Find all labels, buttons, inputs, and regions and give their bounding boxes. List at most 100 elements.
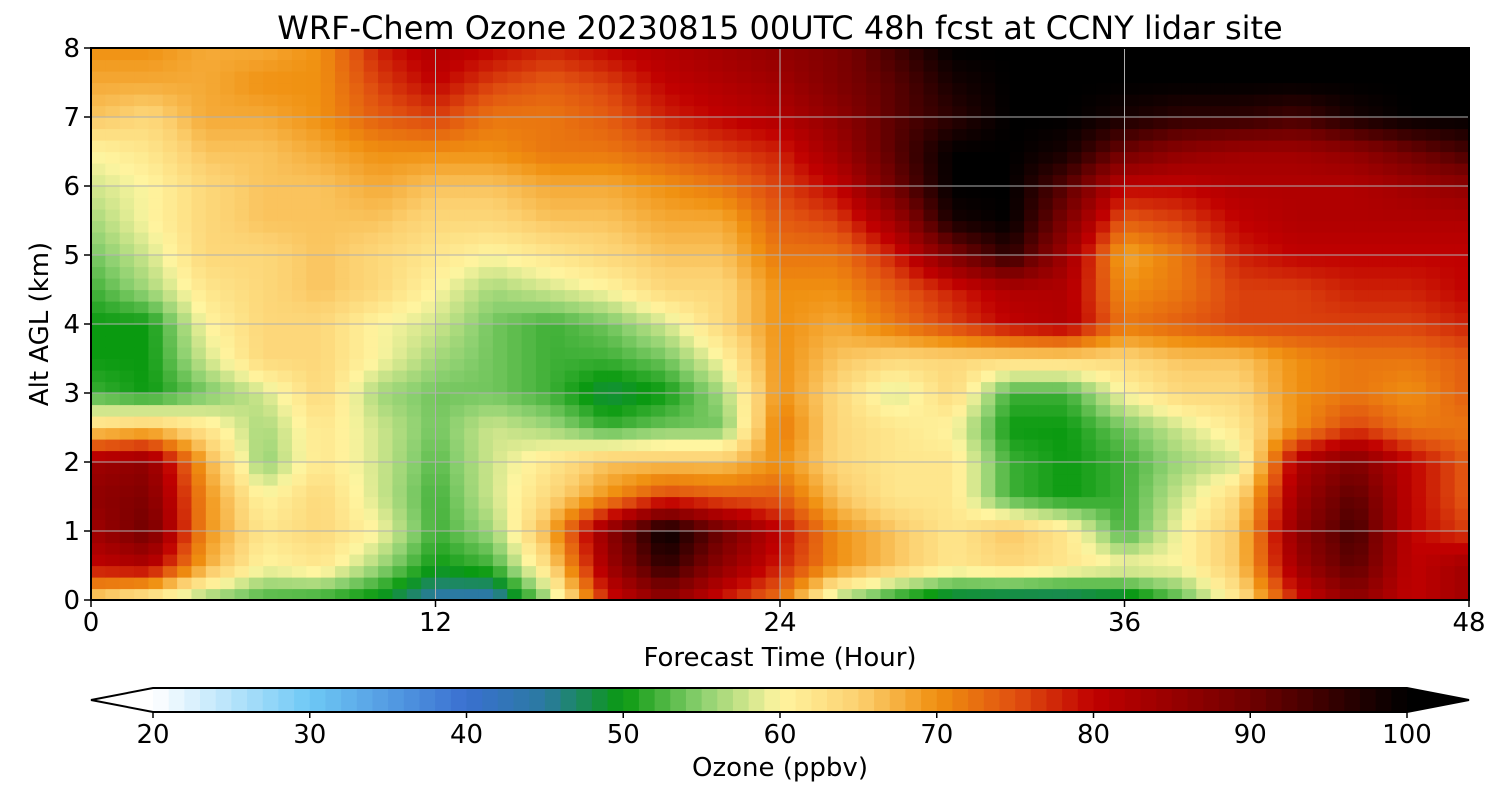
heatmap-cell [91,381,106,394]
heatmap-cell [335,519,350,532]
heatmap-cell [263,473,279,486]
heatmap-cell [1095,450,1111,463]
heatmap-cell [1268,496,1283,509]
heatmap-cell [162,151,178,164]
heatmap-cell [148,473,164,486]
heatmap-cell [909,220,925,233]
heatmap-cell [421,82,437,95]
heatmap-cell [521,312,537,325]
heatmap-cell [464,209,480,222]
heatmap-cell [507,82,523,95]
heatmap-cell [851,289,867,302]
heatmap-cell [464,462,480,475]
heatmap-cell [1024,554,1039,567]
heatmap-cell [1311,151,1327,164]
heatmap-cell [765,381,781,394]
heatmap-cell [478,519,494,532]
heatmap-cell [449,393,465,406]
heatmap-cell [363,266,379,279]
heatmap-cell [1009,358,1025,371]
y-tick-label: 3 [63,379,80,409]
heatmap-cell [392,554,408,567]
heatmap-cell [564,128,580,141]
heatmap-cell [421,496,437,509]
heatmap-cell [1354,485,1370,498]
heatmap-cell [622,105,638,118]
heatmap-cell [378,266,394,279]
heatmap-cell [1167,358,1183,371]
heatmap-cell [823,301,839,314]
heatmap-cell [392,255,408,268]
heatmap-cell [349,577,365,590]
heatmap-cell [363,404,379,417]
heatmap-cell [1224,347,1240,360]
heatmap-cell [1196,450,1212,463]
heatmap-cell [722,94,738,107]
heatmap-cell [952,82,968,95]
heatmap-cell [378,174,394,187]
heatmap-cell [1454,71,1470,84]
heatmap-cell [708,450,724,463]
heatmap-cell [1153,71,1169,84]
heatmap-cell [263,531,279,544]
heatmap-cell [1339,335,1355,348]
heatmap-cell [1368,48,1384,61]
heatmap-cell [406,565,422,578]
heatmap-cell [105,174,121,187]
heatmap-cell [693,335,709,348]
heatmap-cell [1138,519,1154,532]
heatmap-cell [837,289,853,302]
heatmap-cell [837,542,853,555]
heatmap-cell [751,163,767,176]
heatmap-cell [277,416,293,429]
heatmap-cell [1339,186,1355,199]
heatmap-cell [291,462,307,475]
heatmap-cell [335,220,350,233]
heatmap-cell [492,151,508,164]
heatmap-cell [1067,243,1083,256]
colorbar-segment [685,688,703,712]
heatmap-cell [535,220,551,233]
colorbar-segment [701,688,718,712]
heatmap-cell [277,324,293,337]
heatmap-cell [177,462,193,475]
colorbar-segment [1077,688,1095,712]
heatmap-cell [607,197,623,210]
heatmap-cell [1282,485,1298,498]
heatmap-cell [736,439,752,452]
heatmap-cell [1296,473,1312,486]
heatmap-cell [794,71,810,84]
heatmap-cell [1282,128,1298,141]
heatmap-cell [1095,531,1111,544]
heatmap-cell [134,393,150,406]
heatmap-cell [1095,577,1111,590]
heatmap-cell [579,462,594,475]
heatmap-cell [191,439,207,452]
heatmap-cell [751,427,767,440]
heatmap-cell [148,370,164,383]
heatmap-cell [277,312,293,325]
heatmap-cell [564,450,580,463]
heatmap-cell [320,393,336,406]
heatmap-cell [1282,370,1298,383]
heatmap-cell [1095,117,1111,130]
heatmap-cell [1382,301,1398,314]
heatmap-cell [980,554,996,567]
heatmap-cell [263,393,279,406]
heatmap-cell [205,508,221,521]
heatmap-cell [708,232,724,245]
heatmap-cell [765,508,781,521]
heatmap-cell [607,565,623,578]
colorbar-tick-label: 70 [920,720,953,750]
heatmap-cell [248,105,264,118]
heatmap-cell [808,542,824,555]
heatmap-cell [980,255,996,268]
heatmap-cell [449,588,465,601]
heatmap-cell [277,531,293,544]
colorbar-segment [1281,688,1298,712]
heatmap-cell [894,255,910,268]
heatmap-cell [1339,473,1355,486]
heatmap-cell [1124,278,1140,291]
heatmap-cell [1167,588,1183,601]
heatmap-cell [91,301,106,314]
